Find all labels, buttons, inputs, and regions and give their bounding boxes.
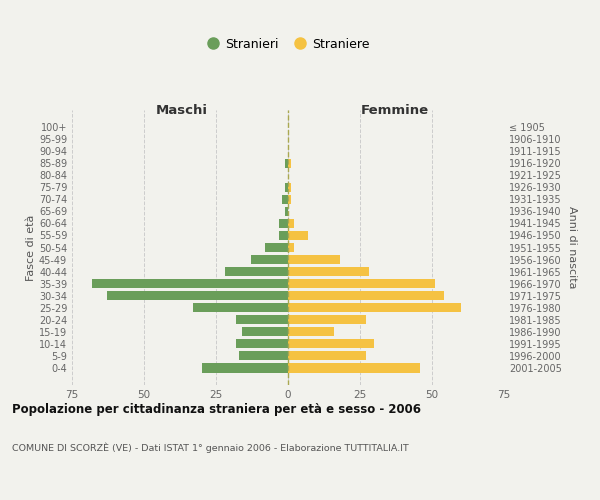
- Bar: [224, 267, 288, 276]
- Y-axis label: Fasce di età: Fasce di età: [26, 214, 36, 280]
- Text: Femmine: Femmine: [361, 104, 428, 118]
- Bar: [288, 364, 421, 372]
- Bar: [288, 255, 340, 264]
- Bar: [202, 364, 288, 372]
- Bar: [236, 340, 288, 348]
- Bar: [236, 316, 288, 324]
- Text: Maschi: Maschi: [155, 104, 208, 118]
- Legend: Stranieri, Straniere: Stranieri, Straniere: [203, 34, 373, 54]
- Bar: [288, 316, 366, 324]
- Bar: [288, 158, 291, 168]
- Bar: [288, 182, 291, 192]
- Bar: [282, 195, 288, 204]
- Bar: [280, 219, 288, 228]
- Bar: [288, 352, 366, 360]
- Text: COMUNE DI SCORZÈ (VE) - Dati ISTAT 1° gennaio 2006 - Elaborazione TUTTITALIA.IT: COMUNE DI SCORZÈ (VE) - Dati ISTAT 1° ge…: [12, 442, 409, 453]
- Bar: [251, 255, 288, 264]
- Bar: [288, 340, 374, 348]
- Bar: [288, 219, 294, 228]
- Bar: [285, 158, 288, 168]
- Text: Popolazione per cittadinanza straniera per età e sesso - 2006: Popolazione per cittadinanza straniera p…: [12, 402, 421, 415]
- Bar: [288, 243, 294, 252]
- Bar: [288, 328, 334, 336]
- Bar: [288, 303, 461, 312]
- Bar: [107, 291, 288, 300]
- Bar: [285, 182, 288, 192]
- Bar: [239, 352, 288, 360]
- Bar: [280, 231, 288, 240]
- Bar: [285, 207, 288, 216]
- Bar: [265, 243, 288, 252]
- Bar: [288, 279, 435, 288]
- Bar: [288, 291, 443, 300]
- Bar: [92, 279, 288, 288]
- Bar: [288, 231, 308, 240]
- Bar: [193, 303, 288, 312]
- Y-axis label: Anni di nascita: Anni di nascita: [567, 206, 577, 289]
- Bar: [288, 267, 368, 276]
- Bar: [288, 195, 291, 204]
- Bar: [242, 328, 288, 336]
